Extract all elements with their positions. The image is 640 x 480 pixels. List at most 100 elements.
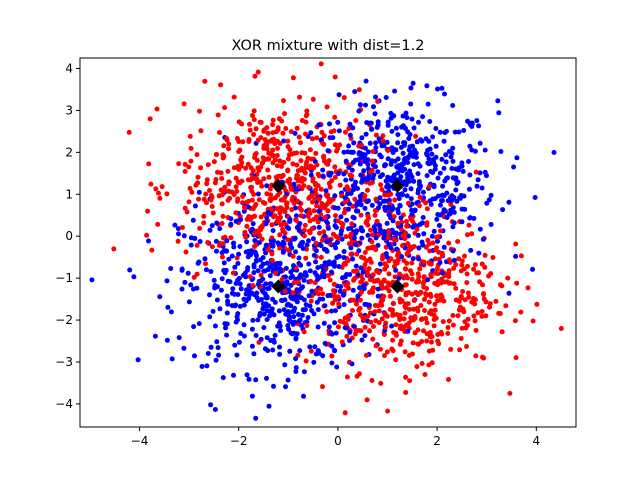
data-point (414, 364, 420, 370)
data-point (186, 299, 192, 305)
data-point (283, 274, 288, 280)
data-point (404, 171, 410, 177)
data-point (417, 221, 423, 227)
data-point (384, 184, 390, 190)
data-point (263, 242, 269, 248)
data-point (422, 372, 428, 377)
data-point (329, 360, 335, 366)
data-point (462, 253, 467, 259)
data-point (338, 220, 344, 226)
data-point (203, 267, 209, 273)
data-point (388, 161, 394, 167)
data-point (339, 228, 344, 234)
data-point (300, 307, 306, 313)
data-point (317, 274, 323, 280)
data-point (306, 210, 312, 215)
data-point (323, 247, 329, 253)
data-point (316, 208, 322, 214)
data-point (321, 229, 327, 235)
data-point (257, 233, 263, 239)
data-point (265, 247, 271, 253)
data-point (250, 317, 256, 323)
data-point (331, 259, 337, 265)
data-point (369, 180, 375, 185)
data-point (179, 267, 185, 273)
data-point (431, 182, 437, 188)
data-point (426, 156, 432, 162)
data-point (488, 271, 494, 277)
data-point (253, 333, 259, 338)
data-point (441, 193, 447, 199)
data-point (236, 149, 242, 154)
data-point (467, 120, 473, 126)
data-point (359, 289, 364, 295)
data-point (446, 240, 452, 246)
data-point (274, 153, 280, 158)
data-point (413, 150, 419, 156)
data-point (386, 258, 392, 264)
data-point (370, 149, 376, 154)
data-point (287, 348, 293, 354)
data-point (296, 275, 302, 281)
data-point (364, 397, 370, 403)
data-point (322, 260, 328, 266)
plot-frame (79, 57, 577, 428)
data-point (306, 261, 312, 267)
data-point (337, 182, 343, 188)
data-point (374, 218, 380, 224)
data-point (525, 285, 531, 291)
data-point (301, 329, 307, 335)
data-point (378, 154, 384, 160)
data-point (530, 266, 535, 272)
data-point (388, 110, 394, 116)
data-point (394, 253, 400, 259)
data-point (335, 324, 341, 330)
data-point (487, 301, 493, 307)
data-point (211, 277, 217, 283)
data-point (455, 239, 461, 244)
data-point (466, 159, 471, 164)
data-point (375, 242, 381, 248)
data-point (367, 140, 373, 146)
data-point (423, 136, 429, 142)
data-point (390, 150, 396, 155)
data-point (219, 192, 225, 198)
data-point (445, 198, 451, 204)
data-point (235, 261, 241, 266)
data-point (506, 290, 512, 296)
data-point (432, 301, 438, 307)
data-point (188, 282, 194, 288)
data-point (352, 331, 358, 337)
data-point (341, 255, 347, 260)
data-point (175, 226, 181, 232)
data-point (251, 108, 257, 114)
data-point (234, 352, 240, 358)
data-point (371, 278, 377, 284)
data-point (308, 348, 314, 354)
data-point (422, 296, 427, 302)
data-point (428, 274, 434, 280)
data-point (353, 242, 359, 248)
data-point (397, 314, 403, 320)
data-point (358, 328, 364, 334)
data-point (293, 336, 299, 342)
data-point (288, 319, 294, 324)
data-point (353, 327, 359, 333)
data-point (472, 148, 478, 154)
data-point (296, 261, 302, 266)
y-tick-label: −3 (55, 355, 73, 369)
data-point (395, 132, 401, 138)
data-point (363, 78, 369, 84)
data-point (293, 356, 299, 362)
data-point (318, 205, 324, 211)
data-point (201, 196, 207, 202)
data-point (451, 257, 457, 263)
data-point (258, 135, 264, 141)
data-point (417, 185, 423, 191)
data-point (294, 175, 299, 181)
data-point (274, 261, 280, 266)
data-point (473, 353, 479, 359)
data-point (238, 331, 244, 336)
data-point (435, 86, 440, 92)
data-point (438, 296, 444, 302)
